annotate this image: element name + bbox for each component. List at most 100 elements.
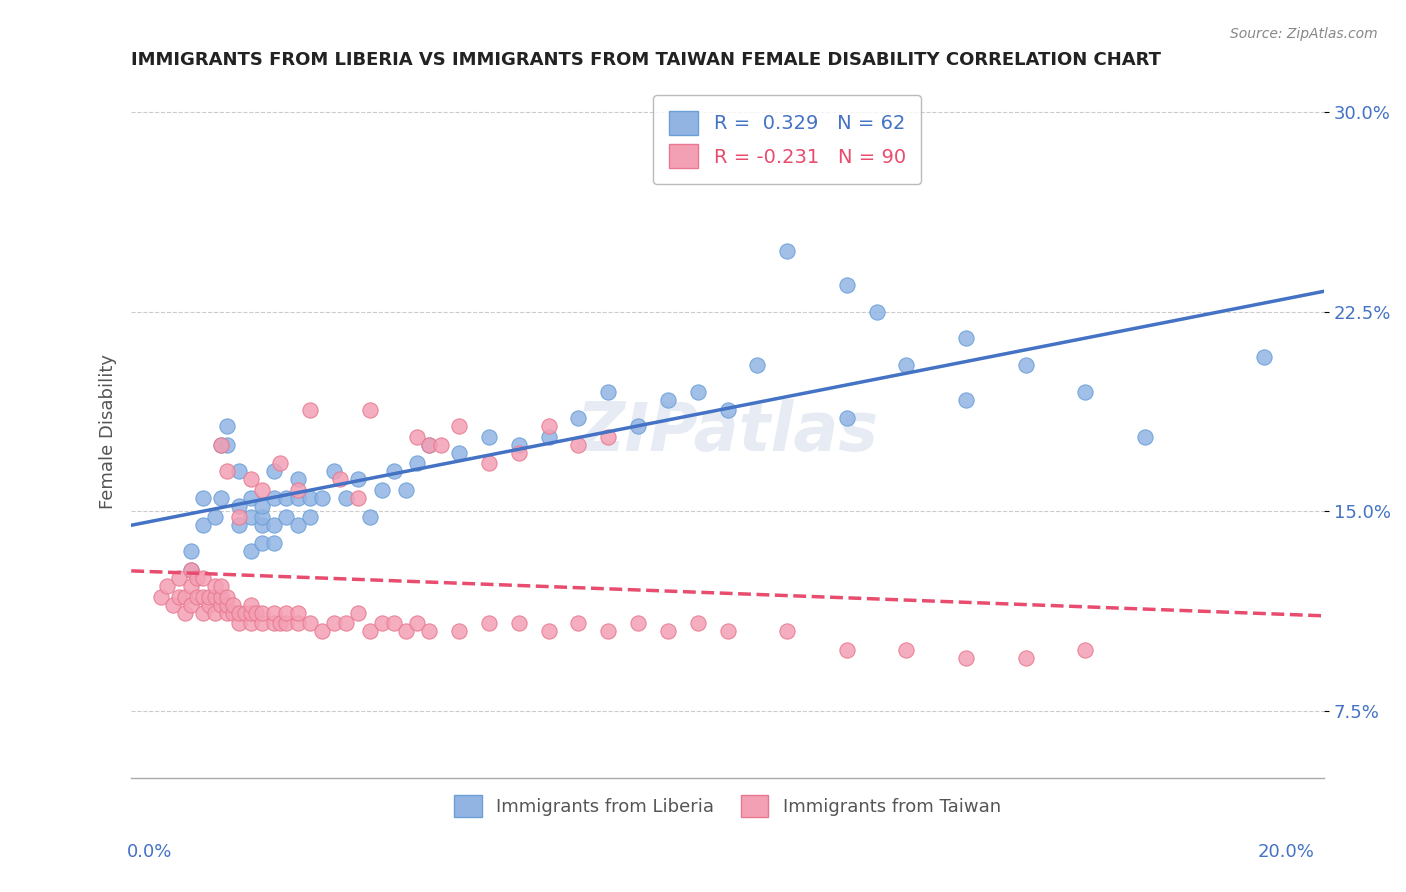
Point (370, 616, 392, 631)
Point (287, 517, 309, 532)
Point (1074, 642, 1097, 657)
Point (174, 606, 197, 620)
Point (239, 491, 262, 505)
Point (686, 616, 709, 631)
Point (567, 411, 589, 425)
Point (508, 438, 530, 452)
Point (252, 517, 274, 532)
Point (955, 392, 977, 407)
Point (323, 465, 346, 479)
Point (276, 616, 298, 631)
Point (191, 517, 214, 532)
Point (215, 438, 238, 452)
Point (209, 438, 232, 452)
Point (359, 624, 381, 639)
Text: Source: ZipAtlas.com: Source: ZipAtlas.com (1230, 27, 1378, 41)
Point (1253, 350, 1275, 364)
Point (239, 616, 262, 631)
Point (180, 598, 202, 612)
Point (156, 579, 179, 593)
Point (347, 606, 370, 620)
Point (716, 624, 738, 639)
Point (478, 430, 501, 444)
Point (370, 483, 392, 497)
Point (239, 606, 262, 620)
Point (1133, 430, 1156, 444)
Point (263, 616, 285, 631)
Point (716, 403, 738, 417)
Point (835, 411, 858, 425)
Point (269, 616, 291, 631)
Point (252, 499, 274, 513)
Y-axis label: Female Disability: Female Disability (100, 354, 117, 509)
Point (598, 384, 620, 399)
Point (567, 616, 589, 631)
Point (167, 590, 190, 604)
Point (174, 590, 197, 604)
Point (896, 642, 918, 657)
Point (835, 278, 858, 293)
Point (252, 536, 274, 550)
Point (263, 517, 285, 532)
Point (209, 598, 232, 612)
Text: ZIPatlas: ZIPatlas (576, 399, 879, 465)
Point (204, 590, 226, 604)
Point (233, 606, 256, 620)
Point (406, 616, 429, 631)
Point (598, 430, 620, 444)
Point (191, 606, 214, 620)
Point (567, 438, 589, 452)
Point (449, 624, 471, 639)
Point (215, 598, 238, 612)
Point (276, 606, 298, 620)
Point (263, 606, 285, 620)
Point (449, 419, 471, 434)
Point (382, 616, 405, 631)
Point (167, 571, 190, 585)
Point (221, 598, 243, 612)
Point (627, 616, 650, 631)
Point (252, 616, 274, 631)
Point (186, 590, 208, 604)
Point (215, 606, 238, 620)
Point (252, 509, 274, 524)
Point (204, 606, 226, 620)
Point (418, 624, 440, 639)
Point (228, 616, 250, 631)
Point (406, 430, 429, 444)
Point (221, 606, 243, 620)
Point (686, 384, 709, 399)
Point (418, 438, 440, 452)
Point (180, 563, 202, 577)
Point (269, 457, 291, 471)
Point (537, 624, 560, 639)
Point (228, 606, 250, 620)
Point (204, 509, 226, 524)
Point (191, 590, 214, 604)
Point (228, 499, 250, 513)
Point (537, 419, 560, 434)
Text: IMMIGRANTS FROM LIBERIA VS IMMIGRANTS FROM TAIWAN FEMALE DISABILITY CORRELATION : IMMIGRANTS FROM LIBERIA VS IMMIGRANTS FR… (131, 51, 1161, 69)
Point (215, 590, 238, 604)
Text: 20.0%: 20.0% (1258, 843, 1315, 861)
Point (1015, 650, 1038, 665)
Text: 0.0%: 0.0% (127, 843, 172, 861)
Point (1074, 384, 1097, 399)
Point (215, 419, 238, 434)
Point (180, 563, 202, 577)
Point (329, 472, 352, 486)
Point (263, 536, 285, 550)
Point (508, 446, 530, 460)
Point (245, 606, 267, 620)
Point (191, 491, 214, 505)
Point (866, 305, 889, 319)
Point (252, 606, 274, 620)
Point (598, 624, 620, 639)
Point (508, 616, 530, 631)
Point (204, 579, 226, 593)
Point (394, 483, 416, 497)
Point (359, 509, 381, 524)
Point (776, 624, 799, 639)
Point (287, 606, 309, 620)
Point (449, 446, 471, 460)
